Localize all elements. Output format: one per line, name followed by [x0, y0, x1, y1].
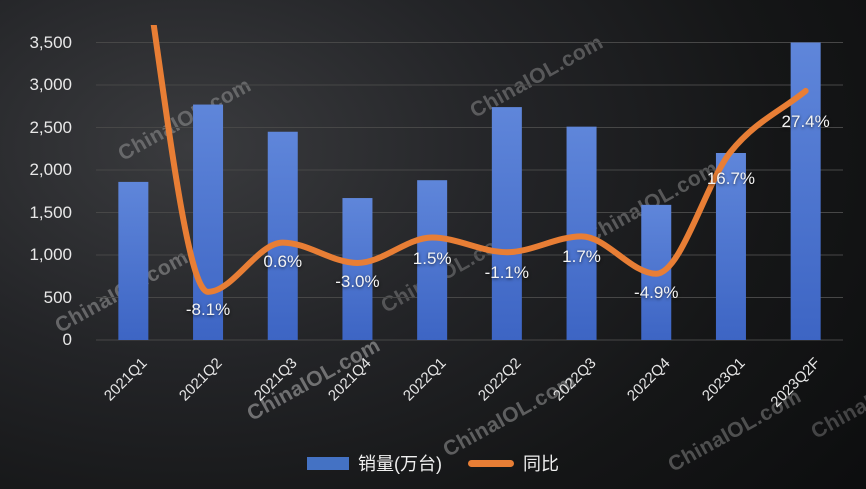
bar-2021Q3[interactable] — [267, 131, 298, 340]
yoy-label-2021Q3: 0.6% — [263, 251, 303, 271]
legend-item-sales[interactable]: 销量(万台) — [307, 450, 442, 476]
bar-2021Q1[interactable] — [118, 181, 149, 340]
yoy-label-2022Q3: 1.7% — [562, 247, 601, 267]
yoy-label-2022Q2: -1.1% — [484, 263, 530, 283]
legend-item-yoy[interactable]: 同比 — [468, 450, 559, 476]
y-axis-tick: 2,500 — [29, 117, 72, 137]
yoy-label-2022Q1: 1.5% — [412, 248, 452, 268]
y-axis-tick: 3,000 — [29, 75, 72, 94]
yoy-label-2023Q1: 16.7% — [706, 169, 756, 189]
bar-2023Q2F[interactable] — [790, 42, 821, 341]
y-axis-tick: 500 — [43, 287, 72, 307]
legend: 销量(万台) 同比 — [0, 450, 866, 476]
y-axis-tick: 1,000 — [29, 245, 72, 264]
legend-bar-swatch — [307, 456, 349, 470]
yoy-label-2021Q2: -8.1% — [185, 299, 231, 319]
bar-2021Q2[interactable] — [193, 104, 224, 340]
y-axis-tick: 0 — [62, 330, 72, 349]
y-axis-tick: 3,500 — [29, 32, 72, 52]
y-axis-tick: 1,500 — [29, 202, 72, 222]
yoy-line-series — [150, 25, 809, 295]
bar-2023Q1[interactable] — [715, 153, 746, 340]
legend-label-sales: 销量(万台) — [358, 454, 442, 474]
bar-2022Q2[interactable] — [491, 107, 522, 340]
bar-2022Q1[interactable] — [417, 180, 448, 340]
yoy-label-2023Q2F: 27.4% — [781, 111, 830, 131]
yoy-label-2022Q4: -4.9% — [634, 282, 679, 302]
y-axis-tick: 2,000 — [29, 160, 72, 179]
bar-2022Q3[interactable] — [566, 126, 597, 341]
bar-2021Q4[interactable] — [342, 198, 373, 340]
yoy-line — [150, 25, 809, 295]
bar-series — [118, 42, 821, 341]
yoy-label-2021Q4: -3.0% — [335, 271, 380, 291]
legend-line-swatch — [468, 459, 514, 467]
legend-label-yoy: 同比 — [523, 454, 559, 474]
